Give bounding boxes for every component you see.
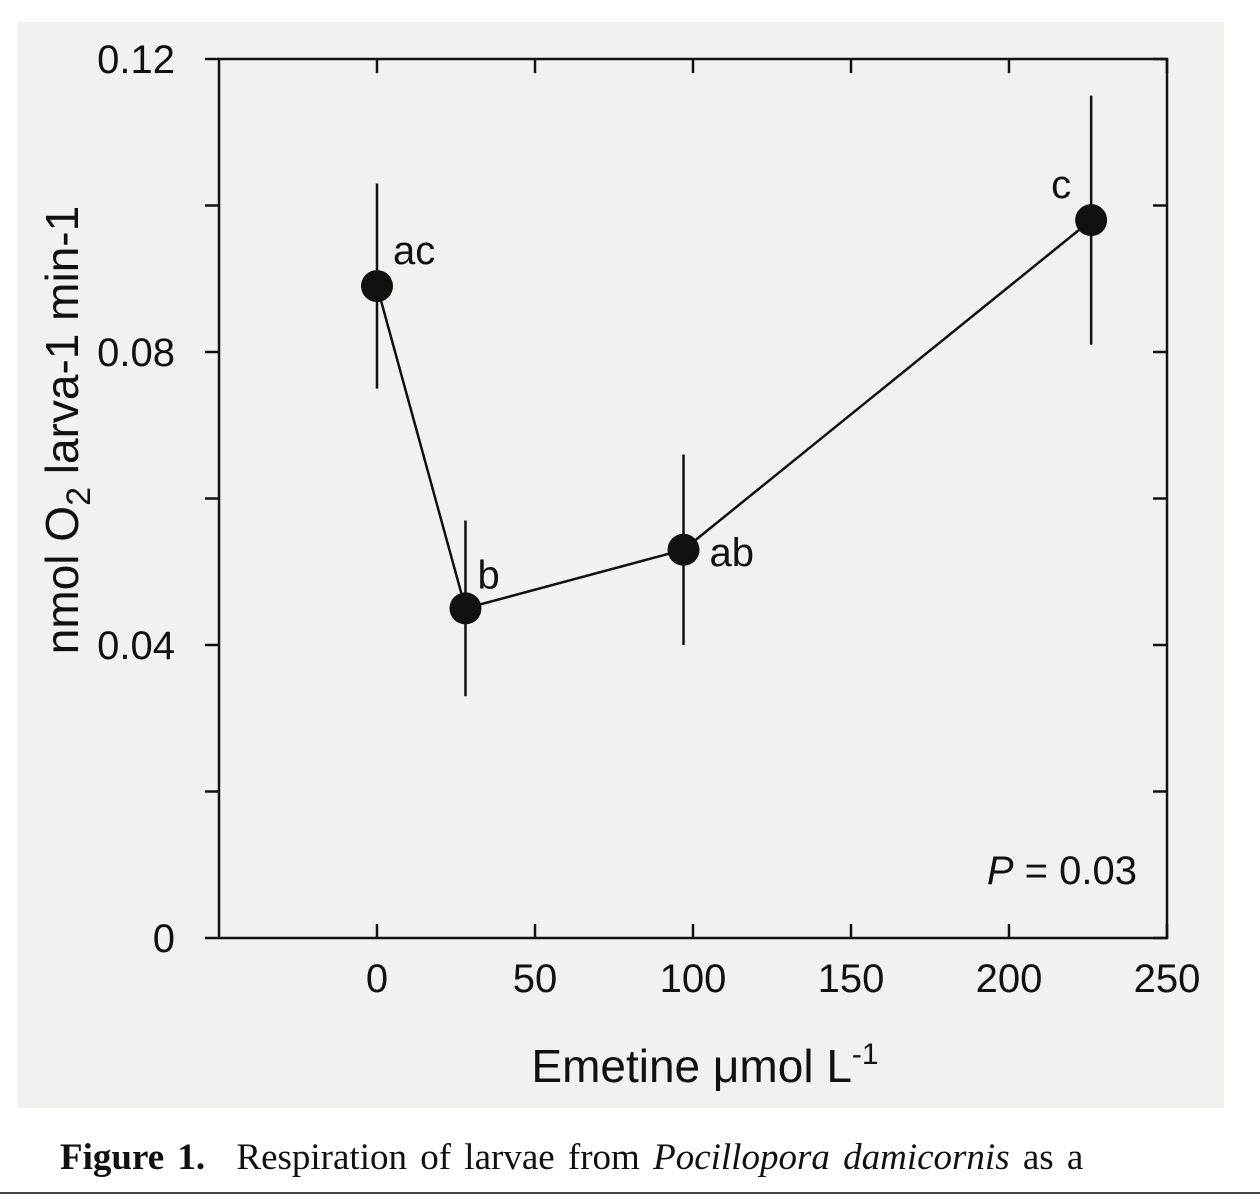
plot-frame bbox=[217, 57, 1169, 940]
x-tick-label: 100 bbox=[660, 957, 727, 1001]
page-rule bbox=[0, 1192, 1260, 1194]
y-tick-label: 0 bbox=[153, 917, 175, 961]
y-tick-label: 0.08 bbox=[97, 331, 175, 375]
x-axis-title: Emetine μmol L-1 bbox=[531, 1038, 878, 1092]
x-tick-label: 50 bbox=[513, 957, 558, 1001]
data-point bbox=[1075, 204, 1108, 237]
caption-species: Pocillopora damicornis bbox=[653, 1137, 1010, 1178]
data-point bbox=[667, 533, 700, 566]
data-point bbox=[361, 270, 393, 303]
respiration-chart: 0 50 100 150 200 250 0 0.04 0.08 0.12 ac b ab c Eme… bbox=[36, 38, 1201, 1092]
point-label: ac bbox=[393, 229, 435, 273]
caption-text-before: Respiration of larvae from bbox=[236, 1137, 640, 1178]
x-tick-label: 0 bbox=[366, 957, 388, 1001]
p-value-annotation: P = 0.03 bbox=[987, 849, 1137, 893]
x-tick-label: 150 bbox=[818, 957, 885, 1001]
y-tick-label: 0.04 bbox=[97, 624, 175, 668]
figure-panel: 0 50 100 150 200 250 0 0.04 0.08 0.12 ac b ab c Eme… bbox=[18, 22, 1224, 1108]
caption-label: Figure 1. bbox=[60, 1137, 206, 1178]
point-label: b bbox=[477, 553, 499, 597]
y-axis-title: nmol O2 larva-1 min-1 bbox=[36, 206, 98, 654]
figure-caption: Figure 1. Respiration of larvae from Poc… bbox=[60, 1136, 1240, 1179]
caption-text-after: as a bbox=[1022, 1137, 1084, 1178]
point-label: ab bbox=[710, 531, 755, 575]
series-line bbox=[375, 219, 1092, 610]
point-label: c bbox=[1051, 163, 1071, 207]
x-tick-label: 200 bbox=[976, 957, 1043, 1001]
y-tick-label: 0.12 bbox=[97, 38, 175, 82]
x-tick-label: 250 bbox=[1134, 957, 1201, 1001]
data-point bbox=[449, 592, 482, 625]
